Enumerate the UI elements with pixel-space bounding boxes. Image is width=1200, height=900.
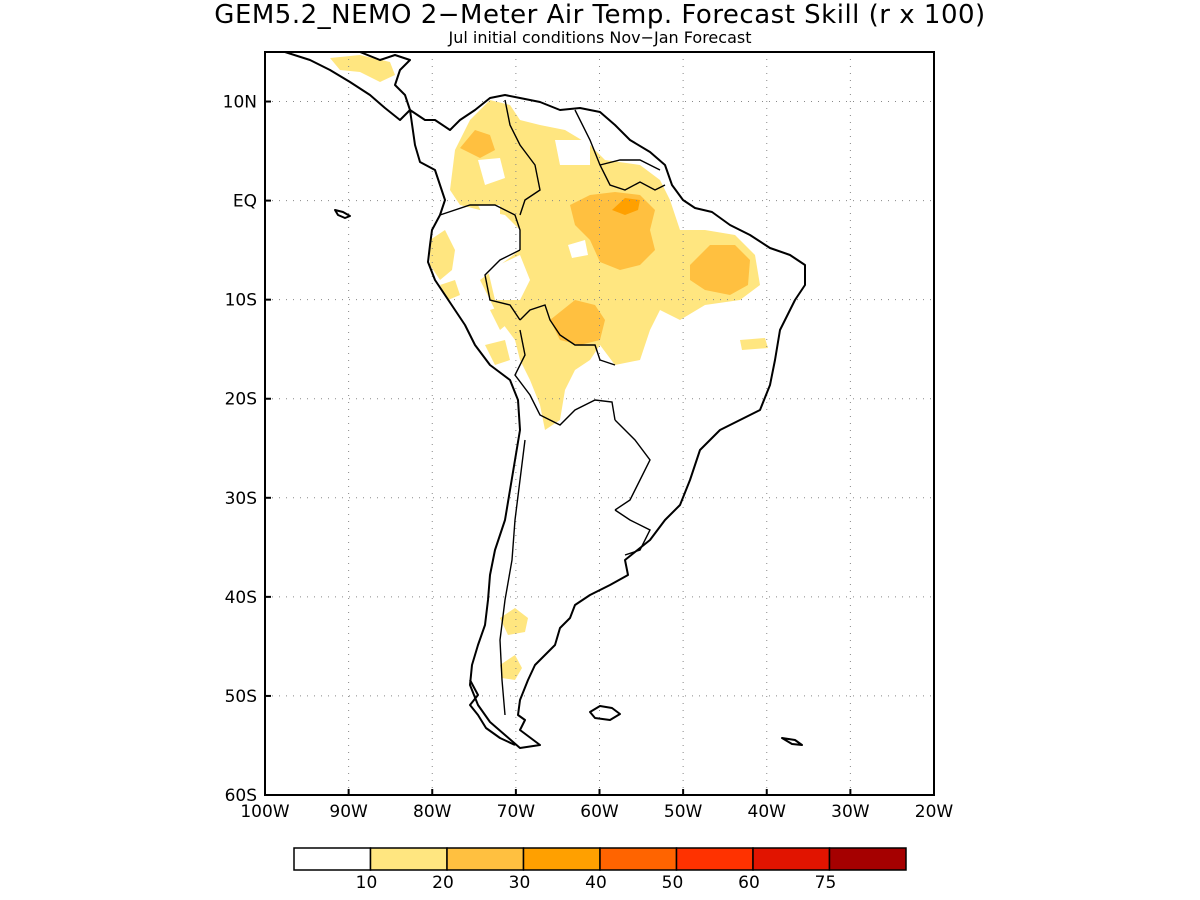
hole-peru-acre (488, 255, 530, 300)
shade-patagonia-south (500, 655, 522, 680)
map-axes: 100W 90W 80W 70W 60W 50W 40W 30W 20W 10N EQ 10S 20S 3… (223, 93, 954, 822)
south-georgia (781, 737, 803, 746)
coastlines (284, 52, 806, 749)
colorbar-swatch (293, 847, 372, 871)
shade-bolivia (550, 300, 605, 345)
hole-colombia (478, 158, 505, 185)
colorbar-swatch (446, 847, 525, 871)
shade-north-colombia (450, 100, 760, 430)
central-america-coastline (284, 52, 411, 121)
border-argentina-uruguay (614, 509, 651, 556)
colorbar-label: 60 (738, 873, 760, 893)
shade-brazil-east-dot (740, 338, 768, 350)
falklands (589, 705, 621, 721)
colorbar-label: 40 (585, 873, 607, 893)
lat-tick-label: 50S (225, 687, 257, 707)
lat-tick-label: 20S (225, 390, 257, 410)
colorbar-swatch (369, 847, 448, 871)
country-borders (439, 99, 666, 716)
lon-tick-label: 40W (748, 802, 787, 822)
colorbar-label: 30 (509, 873, 531, 893)
chile-archipelago (469, 679, 516, 746)
border-argentina-chile (499, 439, 526, 716)
colorbar-swatch (522, 847, 601, 871)
galapagos (334, 209, 351, 219)
shade-central-america (330, 55, 395, 82)
lon-tick-label: 90W (329, 802, 368, 822)
lon-tick-label: 70W (497, 802, 536, 822)
colorbar-label: 20 (432, 873, 454, 893)
lon-tick-label: 100W (240, 802, 289, 822)
shade-peru-coast-2 (440, 280, 460, 300)
colorbar-label: 75 (815, 873, 837, 893)
lon-tick-label: 30W (831, 802, 870, 822)
border-venezuela-guyana-suriname (574, 109, 666, 191)
colorbar-swatch (599, 847, 678, 871)
border-brazil-guyana (599, 159, 661, 171)
border-colombia-venezuela (504, 99, 541, 216)
map-subtitle: Jul initial conditions Nov−Jan Forecast (448, 28, 752, 47)
lat-tick-label: 60S (225, 786, 257, 806)
colorbar-label: 50 (662, 873, 684, 893)
grid-lines (265, 52, 934, 795)
border-brazil-paraguay (614, 419, 651, 511)
lat-tick-label: 30S (225, 489, 257, 509)
colorbar-swatch (675, 847, 754, 871)
colorbar-swatch (828, 847, 907, 871)
hole-amazon (568, 240, 588, 258)
border-peru-brazil (484, 249, 521, 321)
shade-peru-coast (430, 230, 455, 280)
colorbar: 10 20 30 40 50 60 75 (293, 847, 907, 893)
shade-patagonia-north (500, 608, 528, 635)
hole-venezuela (555, 140, 590, 165)
lat-tick-label: 10S (225, 291, 257, 311)
south-america-coastline (409, 94, 806, 749)
lon-tick-label: 60W (580, 802, 619, 822)
colorbar-label: 10 (356, 873, 378, 893)
shade-peru-south (485, 340, 510, 365)
colorbar-swatch (752, 847, 831, 871)
lat-tick-label: EQ (233, 192, 257, 212)
lon-tick-label: 50W (664, 802, 703, 822)
lat-tick-label: 40S (225, 588, 257, 608)
hole-ecuador (478, 205, 500, 220)
border-colombia-ecuador-peru (439, 204, 521, 250)
map-title: GEM5.2_NEMO 2−Meter Air Temp. Forecast S… (214, 0, 986, 30)
border-bolivia-chile-argentina (514, 329, 616, 426)
lon-tick-label: 20W (915, 802, 954, 822)
shade-central-peru (490, 305, 512, 330)
lat-tick-label: 10N (223, 93, 257, 113)
shade-northeast-brazil (690, 245, 750, 295)
border-peru-bolivia (519, 304, 616, 366)
shade-amazon-peak (612, 198, 640, 215)
shade-colombia-north (460, 130, 495, 158)
lon-tick-label: 80W (413, 802, 452, 822)
skill-shading (330, 55, 768, 680)
